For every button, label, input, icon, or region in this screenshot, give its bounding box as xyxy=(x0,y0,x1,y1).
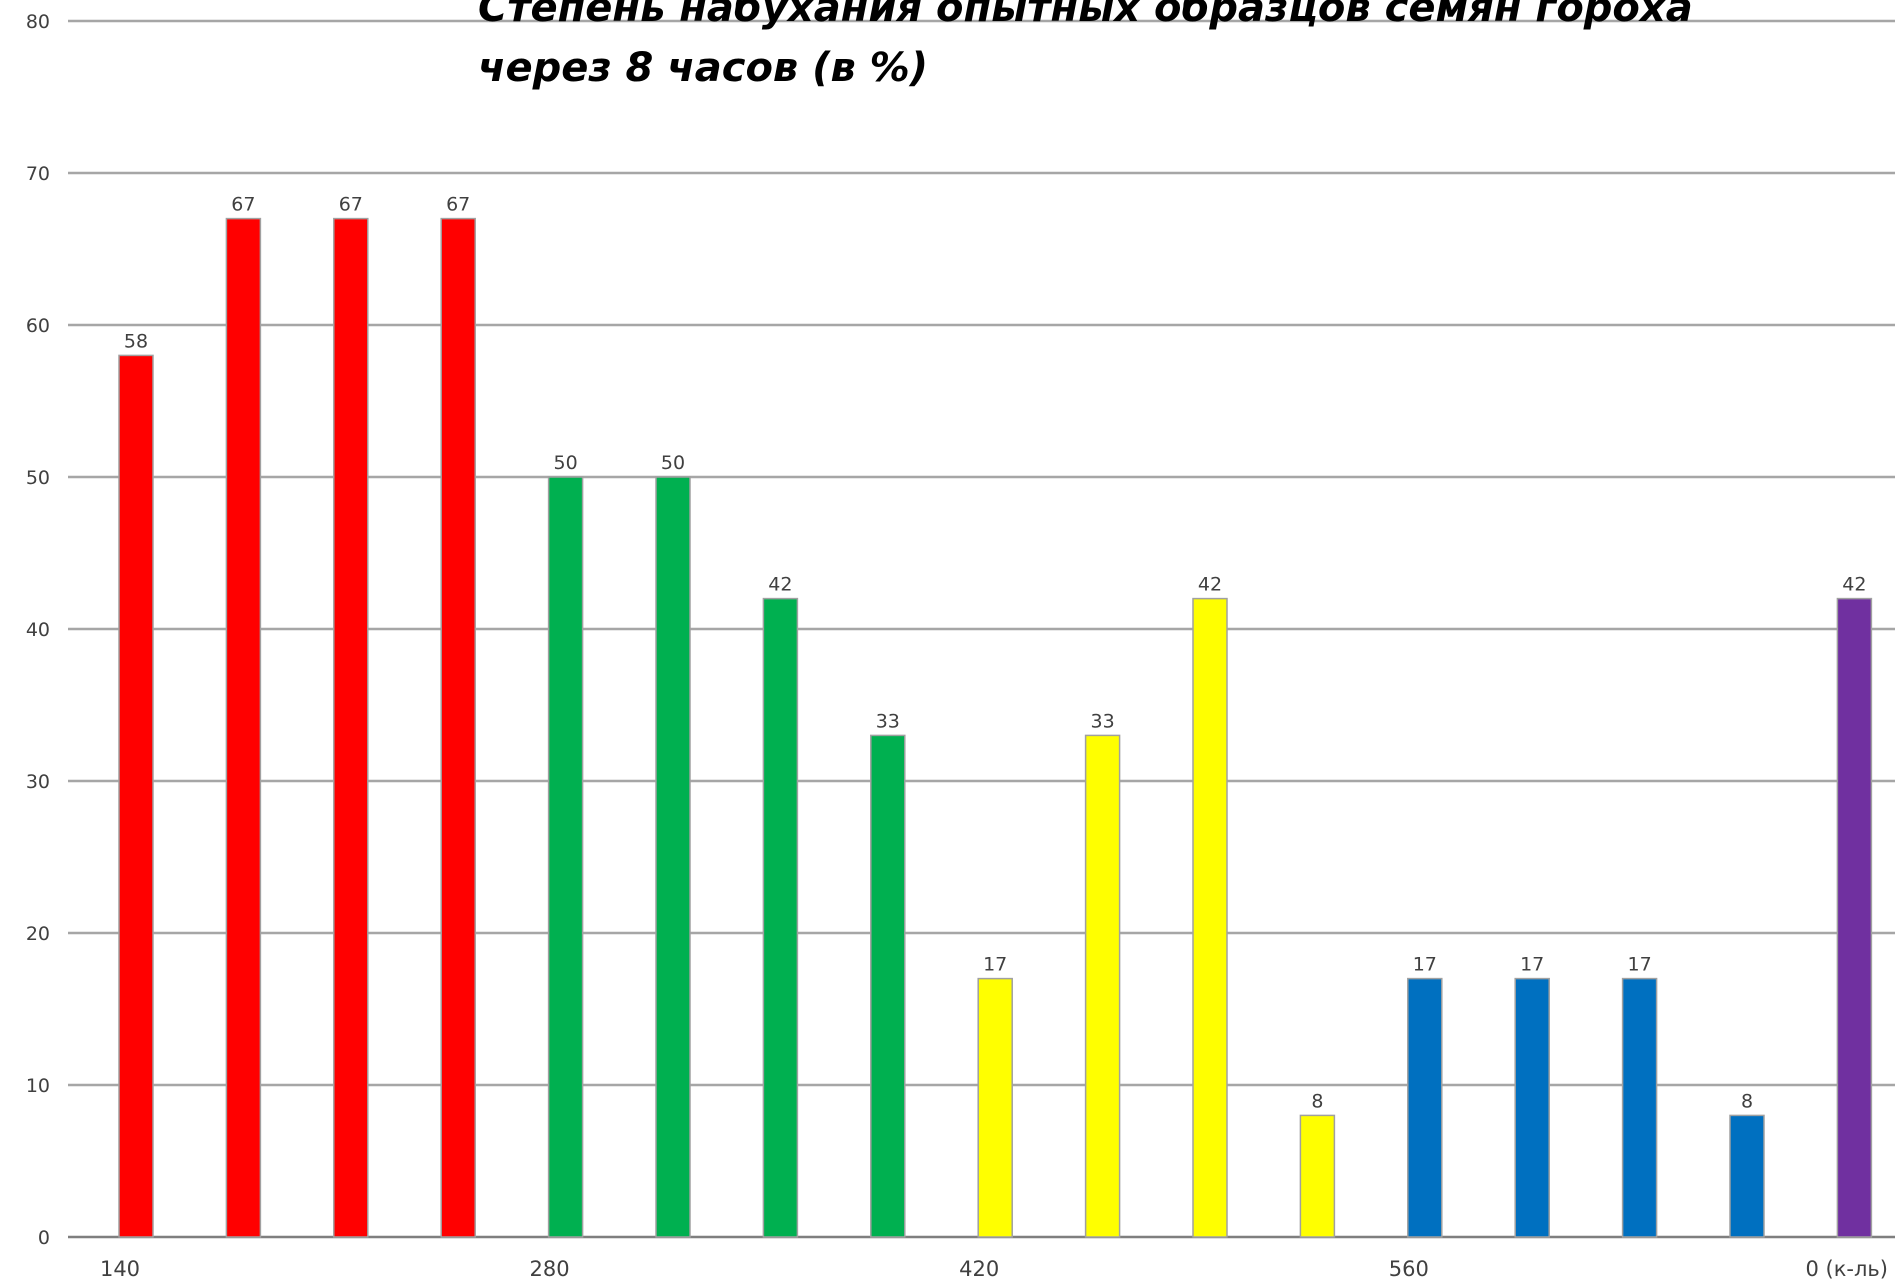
bar xyxy=(1192,597,1228,1238)
bar xyxy=(1407,977,1443,1238)
bar xyxy=(1729,1114,1765,1238)
y-tick-label: 20 xyxy=(26,923,50,945)
x-tick-label: 0 (к-ль) xyxy=(1806,1257,1888,1281)
x-tick-label: 560 xyxy=(1389,1257,1429,1281)
data-label: 17 xyxy=(1520,954,1544,976)
chart-title: Степень набухания опытных образцов семян… xyxy=(478,0,1693,91)
bar xyxy=(118,354,154,1238)
data-label: 33 xyxy=(1091,710,1115,732)
bar xyxy=(440,217,476,1238)
data-label: 67 xyxy=(231,194,255,216)
bar xyxy=(1084,734,1121,1238)
bar xyxy=(333,217,369,1238)
data-label: 17 xyxy=(983,954,1007,976)
bar xyxy=(655,476,691,1238)
x-tick-label: 280 xyxy=(530,1257,570,1281)
y-tick-label: 80 xyxy=(26,11,50,33)
bar xyxy=(1299,1114,1336,1238)
data-label: 42 xyxy=(1198,574,1222,596)
bar xyxy=(1621,977,1658,1238)
data-label: 67 xyxy=(446,194,470,216)
y-tick-label: 50 xyxy=(26,467,50,489)
bar xyxy=(1836,597,1873,1238)
bar xyxy=(1514,977,1550,1238)
data-label: 58 xyxy=(124,330,148,352)
y-tick-label: 40 xyxy=(26,619,50,641)
data-label: 8 xyxy=(1311,1090,1323,1112)
x-tick-label: 420 xyxy=(959,1257,999,1281)
data-label: 8 xyxy=(1741,1090,1753,1112)
data-label: 67 xyxy=(339,194,363,216)
y-tick-label: 10 xyxy=(26,1075,50,1097)
bar xyxy=(870,734,906,1238)
data-label: 33 xyxy=(876,710,900,732)
x-tick-label: 140 xyxy=(100,1257,140,1281)
bar xyxy=(225,217,262,1238)
data-label: 42 xyxy=(1842,574,1866,596)
data-label: 17 xyxy=(1628,954,1652,976)
bar xyxy=(762,597,799,1238)
y-tick-label: 70 xyxy=(26,163,50,185)
data-label: 42 xyxy=(768,574,792,596)
data-label: 50 xyxy=(661,452,685,474)
data-label: 50 xyxy=(554,452,578,474)
y-tick-label: 30 xyxy=(26,771,50,793)
y-tick-label: 0 xyxy=(38,1227,50,1249)
bar xyxy=(547,476,584,1238)
y-tick-label: 60 xyxy=(26,315,50,337)
bar xyxy=(977,977,1013,1238)
data-label: 17 xyxy=(1413,954,1437,976)
